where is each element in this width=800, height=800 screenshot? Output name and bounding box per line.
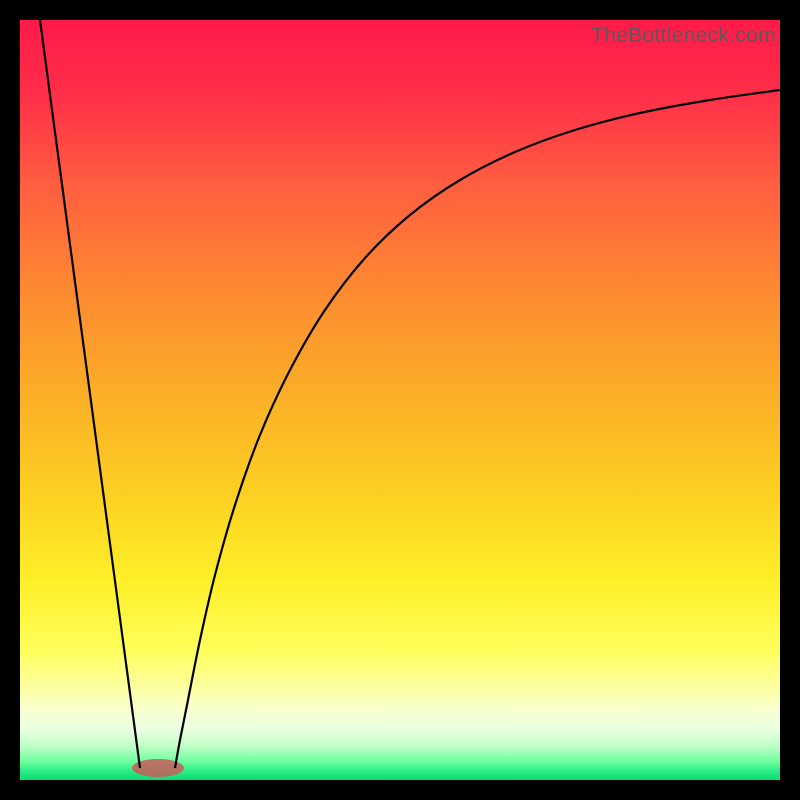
plot-area: [20, 20, 780, 780]
watermark-text: TheBottleneck.com: [591, 24, 776, 48]
chart-svg: [20, 20, 780, 780]
chart-container: TheBottleneck.com: [0, 0, 800, 800]
frame-bottom: [0, 780, 800, 800]
frame-left: [0, 0, 20, 800]
frame-right: [780, 0, 800, 800]
frame-top: [0, 0, 800, 20]
gradient-background: [20, 20, 780, 780]
